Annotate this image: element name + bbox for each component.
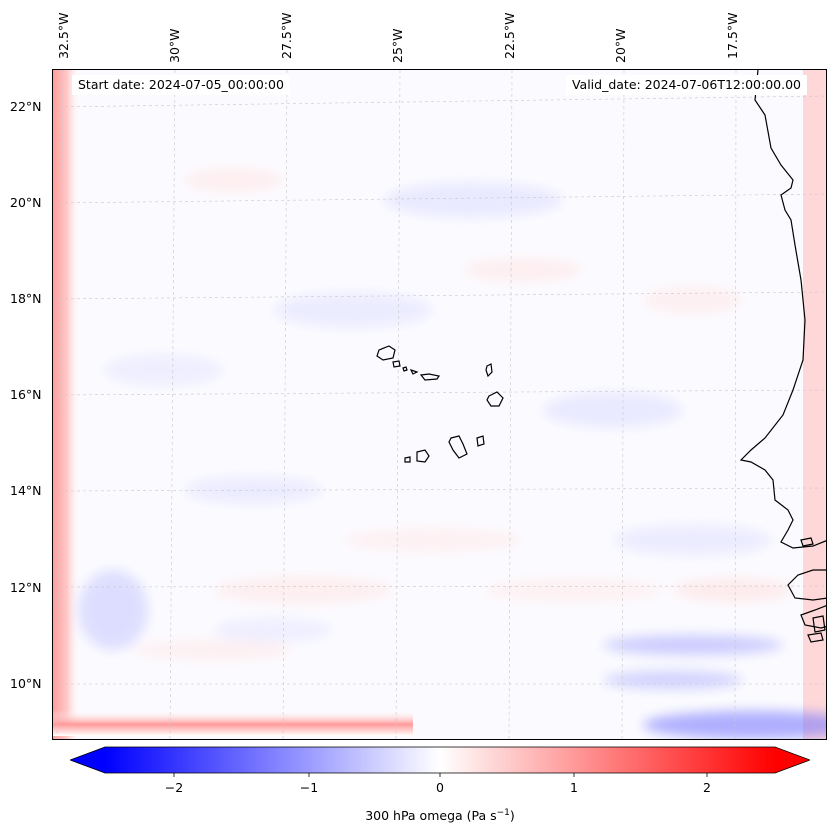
lat-label-14n: 14°N — [10, 483, 42, 498]
colorbar-extend-max — [775, 747, 810, 773]
colorbar-tick-neg1: −1 — [299, 780, 319, 795]
lat-label-20n: 20°N — [10, 195, 42, 210]
lat-label-22n: 22°N — [10, 99, 42, 114]
gridline-lon-32-5w — [56, 70, 64, 739]
africa-coastline-islands — [800, 537, 826, 643]
lon-label-20w: 20°W — [613, 28, 628, 63]
colorbar-tick-neg2: −2 — [164, 780, 184, 795]
colorbar-tick-1: 1 — [570, 780, 578, 795]
colorbar-tick-marks — [173, 773, 708, 777]
colorbar-bar — [105, 747, 775, 773]
island-santa-luzia — [402, 366, 408, 372]
lat-label-12n: 12°N — [10, 580, 42, 595]
lon-label-17-5w: 17.5°W — [725, 12, 740, 59]
lat-label-16n: 16°N — [10, 387, 42, 402]
omega-field — [53, 70, 826, 739]
colorbar — [70, 746, 810, 777]
island-boa-vista — [486, 391, 504, 407]
island-santo-antao — [376, 345, 396, 361]
lat-label-18n: 18°N — [10, 291, 42, 306]
island-sal — [485, 363, 493, 378]
valid-date-label: Valid_date: 2024-07-06T12:00:00.00 — [565, 75, 807, 95]
island-sao-nicolau — [409, 368, 440, 381]
island-santiago — [448, 435, 468, 459]
lon-label-32-5w: 32.5°W — [56, 12, 71, 59]
gridline-lat-16n — [53, 389, 826, 396]
colorbar-tick-0: 0 — [436, 780, 444, 795]
colorbar-extend-min — [70, 747, 105, 773]
colorbar-outline — [70, 746, 810, 774]
lon-label-25w: 25°W — [390, 28, 405, 63]
colorbar-tick-2: 2 — [703, 780, 711, 795]
omega-field-map — [53, 70, 826, 739]
start-date-label: Start date: 2024-07-05_00:00:00 — [72, 75, 290, 95]
island-fogo — [416, 449, 430, 463]
lon-label-30w: 30°W — [167, 28, 182, 63]
gridlines — [53, 70, 826, 739]
colorbar-label-sup: −1 — [496, 808, 510, 818]
africa-coastline — [739, 70, 826, 629]
lat-label-10n: 10°N — [10, 676, 42, 691]
gridline-lon-27-5w — [282, 70, 288, 739]
gridline-lon-30w — [169, 70, 176, 739]
coastlines — [376, 70, 826, 643]
lon-label-27-5w: 27.5°W — [279, 12, 294, 59]
island-sao-vicente — [392, 360, 401, 368]
island-brava — [404, 456, 411, 463]
gridline-lon-25w — [395, 70, 401, 739]
left-edge-positive — [53, 70, 81, 739]
bottom-edge-positive — [53, 710, 413, 736]
colorbar-label: 300 hPa omega (Pa s−1) — [0, 808, 837, 823]
gridline-lat-14n — [53, 487, 826, 492]
gridline-lon-22-5w — [508, 70, 513, 739]
lon-label-22-5w: 22.5°W — [502, 12, 517, 59]
map-panel — [52, 69, 827, 740]
gridline-lon-20w — [621, 70, 625, 739]
gridline-lon-17-5w — [734, 70, 737, 739]
colorbar-label-text: 300 hPa omega (Pa s — [365, 808, 497, 824]
island-maio — [476, 435, 485, 447]
colorbar-label-close: ) — [509, 808, 515, 824]
gridline-lat-22n — [53, 95, 826, 108]
longitude-labels: 32.5°W 30°W 27.5°W 25°W 22.5°W 20°W 17.5… — [0, 0, 837, 70]
